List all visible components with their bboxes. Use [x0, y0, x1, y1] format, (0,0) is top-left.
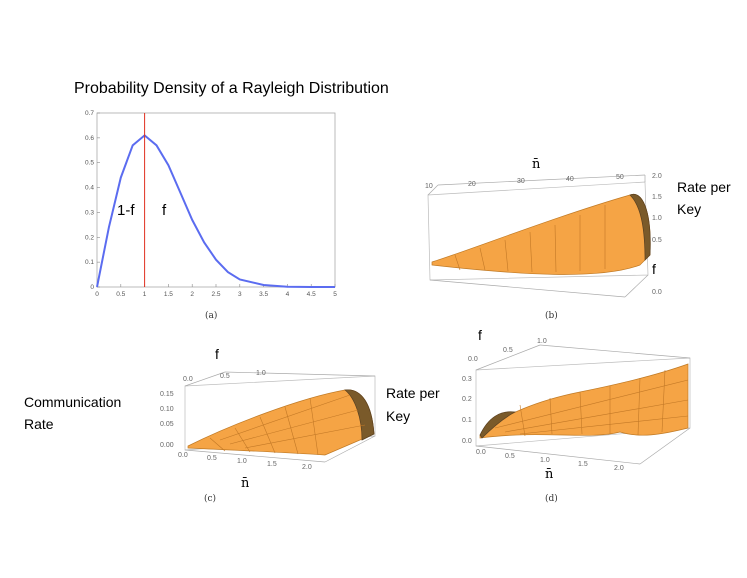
x-tick-label: 5 — [333, 291, 337, 298]
plot-d-f-tick-label: 1.0 — [537, 338, 547, 345]
y-tick-label: 0.7 — [85, 110, 94, 117]
plot-c-edge — [324, 435, 376, 463]
plot-b-mesh — [454, 205, 606, 273]
rate-per-key-label-c-line1: Rate per — [386, 385, 440, 401]
plot-c-nbar-tick-label: 0.5 — [207, 455, 217, 462]
surface-plot-b — [427, 174, 651, 298]
plot-b-edge — [427, 184, 439, 196]
plot-c-nbar-tick-label: 1.5 — [267, 461, 277, 468]
nbar-axis-label-b: n̄ — [532, 157, 541, 172]
x-tick-label: 0.5 — [116, 291, 125, 298]
plot-b-x-tick-label: 50 — [616, 174, 624, 181]
plot-d-z-tick-label: 0.0 — [462, 438, 472, 445]
y-tick-label: 0.2 — [85, 234, 94, 241]
plot-b-z-tick-label: 1.5 — [652, 194, 662, 201]
plot-d-edge — [539, 344, 691, 359]
plot-c-edge — [184, 449, 326, 463]
plot-b-x-tick-label: 10 — [425, 183, 433, 190]
caption-a: (a) — [205, 311, 218, 321]
f-region-label: f — [162, 202, 167, 219]
surface-plot-c — [184, 371, 376, 463]
rate-per-key-label-b-line1: Rate per — [677, 179, 731, 195]
plot-c-edge — [224, 371, 376, 377]
plot-d-nbar-tick-label: 0.0 — [476, 449, 486, 456]
plot-d-edge — [475, 445, 641, 465]
plot-d-z-tick-label: 0.1 — [462, 417, 472, 424]
rate-per-key-label-c-line2: Key — [386, 408, 411, 424]
y-tick-label: 0 — [90, 284, 94, 291]
nbar-axis-label-d: n̄ — [545, 467, 554, 482]
x-tick-label: 4.5 — [307, 291, 316, 298]
y-tick-label: 0.5 — [85, 160, 94, 167]
plot-d-mesh — [494, 369, 689, 437]
x-tick-label: 2.5 — [211, 291, 220, 298]
plot-d-nbar-tick-label: 0.5 — [505, 453, 515, 460]
plot-c-nbar-tick-label: 1.0 — [237, 458, 247, 465]
communication-rate-label-line1: Communication — [24, 394, 122, 410]
plot-d-z-tick-label: 0.3 — [462, 376, 472, 383]
y-tick-label: 0.3 — [85, 209, 94, 216]
plot-b-x-tick-label: 20 — [468, 181, 476, 188]
plot-b-z-tick-label: 1.0 — [652, 215, 662, 222]
caption-b: (b) — [545, 311, 558, 321]
x-tick-label: 4 — [286, 291, 290, 298]
plot-c-surface-side — [344, 389, 375, 441]
rayleigh-curve — [96, 134, 335, 288]
plot-d-surface-side — [479, 411, 517, 439]
plot-d-f-tick-label: 0.0 — [468, 356, 478, 363]
caption-c: (c) — [204, 494, 217, 504]
plot-c-f-tick-label: 0.5 — [220, 373, 230, 380]
x-tick-label: 1.5 — [164, 291, 173, 298]
plot-d-z-tick-label: 0.2 — [462, 396, 472, 403]
plot-c-z-tick-label: 0.00 — [160, 442, 174, 449]
y-tick-label: 0.6 — [85, 135, 94, 142]
plot-c-nbar-tick-label: 2.0 — [302, 464, 312, 471]
plot-c-f-tick-label: 1.0 — [256, 370, 266, 377]
f-axis-label-c: f — [215, 346, 219, 362]
plot-d-surface — [479, 363, 689, 439]
plot-d-edge — [475, 344, 541, 371]
nbar-axis-label-c: n̄ — [241, 476, 250, 491]
y-tick-label: 0.1 — [85, 259, 94, 266]
plot-b-edge — [437, 174, 646, 186]
plot-c-nbar-tick-label: 0.0 — [178, 452, 188, 459]
plot-c-z-tick-label: 0.15 — [160, 391, 174, 398]
x-tick-label: 0 — [95, 291, 99, 298]
f-axis-label-b: f — [652, 261, 656, 277]
caption-d: (d) — [545, 494, 558, 504]
one-minus-f-label: 1-f — [117, 202, 135, 219]
plot-b-x-tick-label: 40 — [566, 176, 574, 183]
plot-b-z-tick-label: 0.0 — [652, 289, 662, 296]
plot-b-z-tick-label: 2.0 — [652, 173, 662, 180]
f-axis-label-d: f — [478, 327, 482, 343]
rate-per-key-label-b-line2: Key — [677, 201, 702, 217]
plot-c-z-tick-label: 0.05 — [160, 421, 174, 428]
plot-d-f-tick-label: 0.5 — [503, 347, 513, 354]
plot-d-nbar-tick-label: 2.0 — [614, 465, 624, 472]
plot-d-nbar-tick-label: 1.5 — [578, 461, 588, 468]
plot-b-surface-side — [629, 193, 651, 261]
plot-c-z-tick-label: 0.10 — [160, 406, 174, 413]
x-tick-label: 2 — [190, 291, 194, 298]
x-tick-label: 1 — [143, 291, 147, 298]
plot-c-mesh — [209, 394, 366, 456]
plot-b-x-tick-label: 30 — [517, 178, 525, 185]
communication-rate-label-line2: Rate — [24, 416, 54, 432]
plot-b-edge — [429, 279, 626, 298]
slide-title: Probability Density of a Rayleigh Distri… — [74, 80, 389, 97]
plot-c-edge — [184, 371, 226, 387]
plot-b-z-tick-label: 0.5 — [652, 237, 662, 244]
plot-c-f-tick-label: 0.0 — [183, 376, 193, 383]
plot-b-edge — [624, 274, 649, 298]
x-tick-label: 3 — [238, 291, 242, 298]
x-tick-label: 3.5 — [259, 291, 268, 298]
plot-d-nbar-tick-label: 1.0 — [540, 457, 550, 464]
y-tick-label: 0.4 — [85, 185, 94, 192]
plot-d-edge — [639, 427, 691, 465]
surface-plot-d — [475, 344, 691, 465]
